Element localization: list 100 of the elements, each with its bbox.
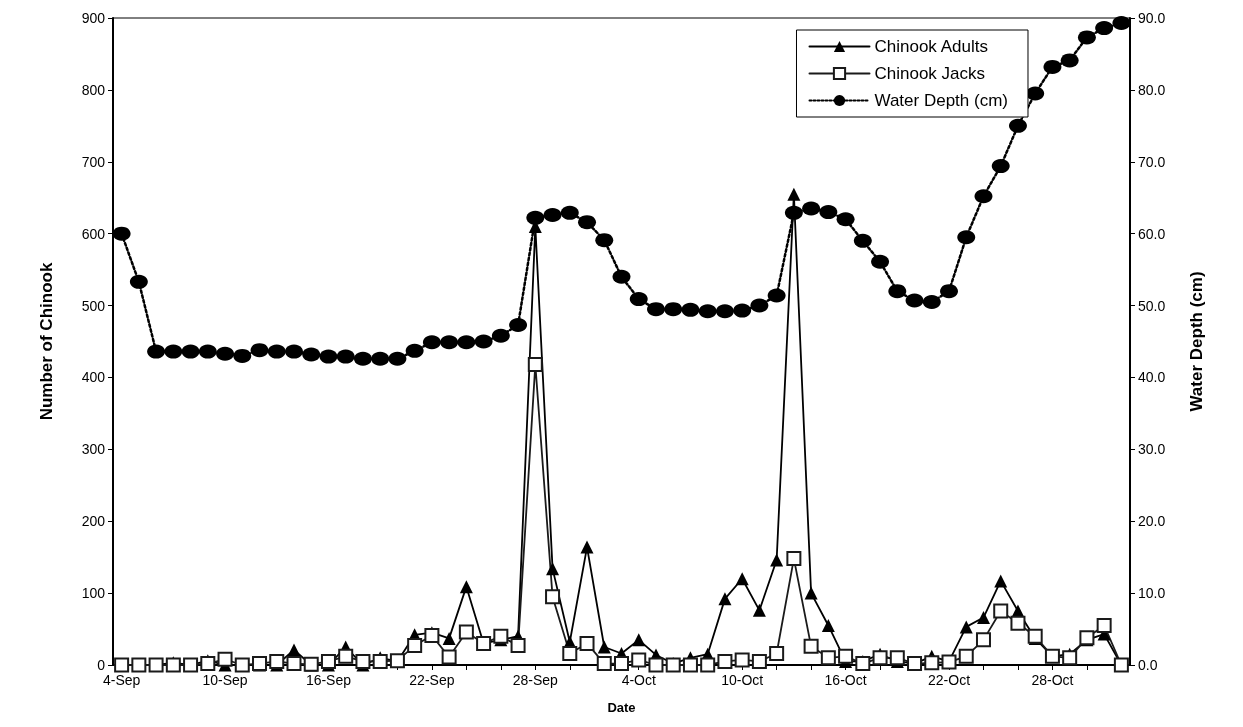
point — [596, 656, 612, 672]
point — [353, 351, 372, 366]
point — [216, 346, 235, 361]
point — [993, 603, 1009, 619]
point — [629, 292, 648, 307]
point — [648, 657, 664, 673]
x-tick-label: 16-Oct — [824, 672, 867, 688]
x-tick-label: 4-Sep — [102, 672, 141, 688]
point — [700, 657, 716, 673]
point — [286, 656, 302, 672]
point — [459, 580, 473, 594]
point — [821, 618, 835, 632]
point — [734, 652, 750, 668]
point — [493, 628, 509, 644]
point — [957, 230, 976, 245]
x-tick-label: 28-Sep — [512, 672, 559, 688]
y2-tick-label: 20.0 — [1138, 513, 1166, 530]
point — [527, 357, 543, 372]
point — [546, 562, 560, 576]
point — [717, 653, 733, 669]
point — [888, 284, 907, 299]
point — [803, 638, 819, 654]
point — [442, 631, 456, 645]
point — [355, 653, 371, 669]
point — [958, 648, 974, 664]
point — [440, 335, 459, 350]
point — [441, 649, 457, 665]
point — [198, 344, 217, 359]
point — [855, 656, 871, 672]
point — [752, 603, 766, 617]
point — [164, 344, 183, 359]
x-tick-label: 22-Oct — [928, 672, 971, 688]
point — [770, 553, 784, 567]
point — [147, 344, 166, 359]
point — [407, 638, 423, 654]
point — [718, 592, 732, 606]
y2-tick-label: 80.0 — [1138, 81, 1166, 98]
point — [784, 205, 803, 220]
point — [922, 294, 941, 309]
point — [319, 349, 338, 364]
y2-tick-label: 0.0 — [1138, 657, 1158, 673]
point — [976, 611, 990, 625]
point — [614, 656, 629, 672]
point — [838, 648, 854, 664]
point — [250, 343, 269, 358]
y-tick-label: 900 — [81, 10, 106, 26]
y-tick-label: 400 — [81, 369, 106, 386]
y-tick-label: 0 — [97, 657, 106, 673]
point — [200, 656, 216, 672]
point — [526, 210, 545, 225]
x-tick-label: 22-Sep — [409, 672, 455, 688]
point — [804, 586, 818, 600]
x-tick-label: 16-Sep — [305, 672, 352, 688]
point — [632, 633, 646, 647]
point — [578, 215, 597, 230]
point — [905, 293, 924, 308]
point — [1060, 53, 1079, 68]
point — [595, 233, 614, 248]
point — [820, 650, 836, 666]
point — [612, 269, 631, 284]
y2-tick-label: 30.0 — [1138, 441, 1166, 458]
point — [769, 646, 785, 661]
point — [510, 638, 526, 654]
point — [129, 274, 148, 289]
point — [698, 304, 717, 319]
y2-tick-label: 90.0 — [1138, 10, 1166, 26]
y2-tick-label: 60.0 — [1138, 225, 1166, 242]
point — [491, 328, 510, 343]
point — [1010, 615, 1026, 631]
point — [285, 344, 303, 359]
point — [560, 205, 579, 220]
y-tick-label: 300 — [81, 441, 106, 458]
point — [802, 201, 821, 216]
legend-label: Chinook Adults — [874, 37, 988, 56]
point — [1077, 30, 1096, 45]
point — [287, 643, 301, 657]
y-tick-label: 700 — [81, 153, 106, 170]
point — [457, 335, 476, 350]
x-tick-label: 10-Sep — [202, 672, 248, 688]
point — [715, 304, 734, 319]
point — [338, 648, 354, 664]
point — [819, 205, 838, 220]
point — [217, 651, 233, 667]
point — [871, 254, 890, 269]
point — [579, 635, 595, 651]
point — [940, 284, 959, 299]
point — [787, 187, 801, 201]
point — [424, 628, 440, 644]
point — [924, 655, 940, 671]
y2-axis-title: Water Depth (cm) — [1187, 271, 1206, 412]
point — [646, 302, 665, 317]
point — [664, 302, 683, 317]
point — [750, 298, 769, 313]
point — [853, 233, 872, 248]
point — [872, 650, 888, 666]
point — [682, 657, 698, 673]
point — [597, 640, 611, 654]
legend-label: Chinook Jacks — [874, 64, 986, 83]
point — [974, 189, 993, 204]
point — [233, 348, 252, 363]
